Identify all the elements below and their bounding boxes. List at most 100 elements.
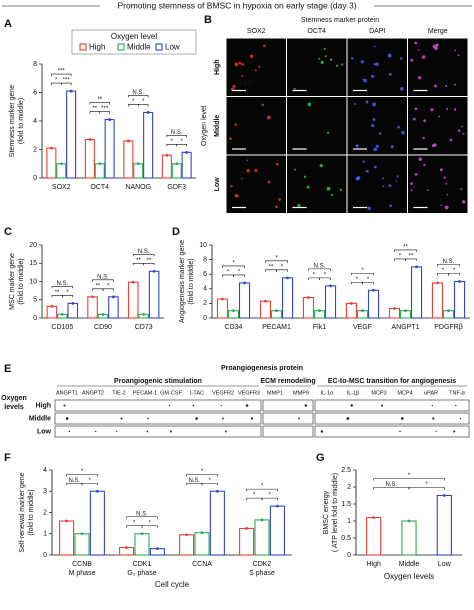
bar-dot <box>101 312 105 316</box>
bar <box>67 302 79 319</box>
y-tick-label: 8 <box>203 256 207 263</box>
bar-dot <box>361 309 364 313</box>
micrograph <box>287 38 347 96</box>
significance-bracket <box>261 497 278 501</box>
blot-spot <box>245 404 249 407</box>
cell-signal <box>307 102 312 107</box>
significance-label: * <box>453 268 456 274</box>
significance-label: * <box>425 482 428 488</box>
y-axis-label: (fold to middle) <box>188 258 195 304</box>
y-tick-label: 2 <box>33 146 37 153</box>
bar <box>302 297 315 319</box>
significance-label: *** <box>101 106 109 112</box>
significance-bracket <box>176 144 187 147</box>
y-tick-label: 20 <box>29 242 37 249</box>
significance-label: N.S. <box>138 249 150 255</box>
cell-signal <box>399 57 403 60</box>
bar-dot <box>140 532 144 536</box>
bar-dot <box>436 281 439 285</box>
x-tick-label: GDF3 <box>167 184 186 191</box>
cell-signal <box>378 132 382 135</box>
phase-label: M phase <box>69 570 96 577</box>
bar-dot <box>142 312 146 316</box>
significance-label: ** <box>97 97 102 103</box>
x-tick-label: CCNB <box>72 561 92 568</box>
cell-signal <box>400 86 404 91</box>
significance-label: ** <box>147 258 152 264</box>
bar <box>143 111 154 179</box>
significance-bracket <box>99 111 110 114</box>
bar-dot <box>91 295 94 299</box>
cell-signal <box>454 83 457 86</box>
bar-dot <box>264 299 267 303</box>
blot-spot <box>147 417 149 420</box>
cell-signal <box>360 60 364 64</box>
bar-dot <box>372 516 376 519</box>
y-tick-label: 2 <box>43 509 47 516</box>
significance-label: N.S. <box>314 263 326 269</box>
y-tick-label: 4 <box>203 286 207 293</box>
protein-label: IL-1β <box>347 390 360 396</box>
cell-signal <box>297 203 301 208</box>
bar <box>133 163 144 179</box>
bar-dot <box>165 153 169 157</box>
bar-dot <box>216 489 219 493</box>
cell-signal <box>382 185 385 188</box>
bar-dot <box>276 504 279 508</box>
cell-signal <box>254 169 258 173</box>
blot-spot <box>459 417 462 420</box>
cell-signal <box>375 62 379 66</box>
bar-dot <box>350 302 353 305</box>
cell-signal <box>241 62 245 66</box>
x-tick-label: CD73 <box>135 324 153 331</box>
cell-signal <box>449 138 453 142</box>
bar-dot <box>200 531 204 535</box>
micrograph <box>287 97 347 155</box>
blot-spot <box>95 430 97 433</box>
bar-dot <box>372 288 375 292</box>
cell-signal <box>453 108 457 111</box>
micrograph <box>287 155 347 213</box>
cell-signal <box>329 58 333 61</box>
significance-bracket <box>265 260 288 263</box>
bar-dot <box>108 118 112 121</box>
significance-label: * <box>81 469 84 475</box>
y-tick-label: 0 <box>33 315 37 322</box>
cell-signal <box>330 193 334 196</box>
bar-dot <box>232 309 235 313</box>
x-tick-label: Middle <box>399 561 420 568</box>
cell-signal <box>462 200 466 204</box>
cell-signal <box>258 65 261 68</box>
bar <box>194 532 210 556</box>
cell-signal <box>234 123 238 126</box>
legend-label: High <box>89 43 105 52</box>
bar <box>367 289 380 319</box>
significance-label: * <box>361 268 364 274</box>
panel-label: B <box>204 14 212 26</box>
legend-box <box>71 29 197 55</box>
cell-signal <box>354 102 357 105</box>
cell-signal <box>457 54 460 57</box>
bar <box>401 520 417 556</box>
bar <box>259 300 272 319</box>
significance-label: N.S. <box>136 511 148 517</box>
cell-signal <box>326 186 331 191</box>
significance-bracket <box>276 269 288 272</box>
protein-label: MCP4 <box>397 390 412 396</box>
cell-signal <box>395 180 398 183</box>
significance-label: * <box>232 261 235 267</box>
cell-signal <box>397 125 400 129</box>
significance-label: * <box>238 270 241 276</box>
cell-signal <box>410 58 414 62</box>
significance-label: N.S. <box>171 130 183 136</box>
blot-spot <box>399 430 401 433</box>
significance-bracket <box>448 273 460 276</box>
significance-label: *** <box>58 69 66 75</box>
y-tick-label: 1 <box>347 518 351 525</box>
significance-label: * <box>89 478 92 484</box>
cell-signal <box>230 184 233 188</box>
bar-dot <box>329 284 332 288</box>
significance-label: N.S. <box>132 90 144 96</box>
bar-dot <box>307 296 310 299</box>
cell-signal <box>241 74 244 77</box>
